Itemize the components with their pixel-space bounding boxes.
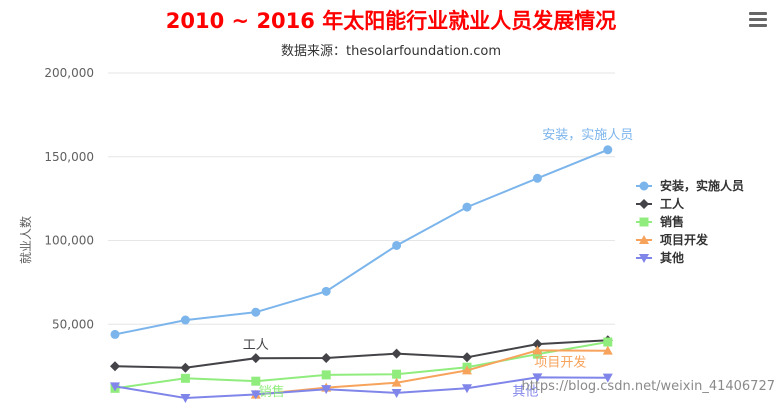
point-marker xyxy=(321,286,331,296)
y-axis-label: 就业人数 xyxy=(18,216,33,264)
point-marker xyxy=(110,361,120,372)
series-line xyxy=(114,148,609,336)
series-data-label: 工人 xyxy=(243,338,269,353)
legend-label: 工人 xyxy=(660,196,685,211)
y-axis-ticks: 50,000 100,000 150,000 200,000 xyxy=(44,66,94,331)
point-marker xyxy=(321,352,332,363)
series-data-label: 安装，实施人员 xyxy=(542,128,633,143)
series-1 xyxy=(110,335,613,373)
point-marker xyxy=(321,370,331,380)
legend-item[interactable]: 安装，实施人员 xyxy=(636,178,744,193)
point-marker xyxy=(250,390,261,400)
point-marker xyxy=(462,365,472,375)
point-marker xyxy=(532,339,543,350)
point-marker xyxy=(602,373,613,383)
series-line xyxy=(114,376,608,400)
point-marker xyxy=(392,240,402,250)
point-marker xyxy=(391,348,402,359)
y-tick-label: 200,000 xyxy=(44,66,94,80)
point-marker xyxy=(110,329,120,339)
menu-bar xyxy=(749,12,767,15)
point-marker xyxy=(639,254,649,263)
point-marker xyxy=(180,315,190,325)
point-marker xyxy=(639,181,649,191)
y-tick-label: 150,000 xyxy=(44,150,94,164)
point-marker xyxy=(391,377,402,387)
point-marker xyxy=(603,337,613,347)
series-data-label: 其他 xyxy=(512,384,538,399)
y-tick-label: 50,000 xyxy=(52,317,94,331)
watermark-text: https://blog.csdn.net/weixin_41406727 xyxy=(521,379,775,394)
point-marker xyxy=(251,307,261,317)
series-line xyxy=(114,341,608,390)
point-marker xyxy=(110,382,120,392)
legend-label: 安装，实施人员 xyxy=(660,178,744,193)
series-line xyxy=(255,349,608,396)
point-marker xyxy=(462,202,472,212)
grid-lines xyxy=(108,72,615,325)
chart-subtitle: 数据来源：thesolarfoundation.com xyxy=(281,44,501,59)
legend-item[interactable]: 销售 xyxy=(636,214,684,229)
point-marker xyxy=(532,173,542,183)
point-marker xyxy=(180,373,190,383)
point-marker xyxy=(462,384,472,394)
legend-label: 项目开发 xyxy=(660,232,709,247)
point-marker xyxy=(250,353,261,364)
menu-bar xyxy=(749,24,767,27)
hamburger-menu-icon[interactable] xyxy=(749,12,767,30)
legend-item[interactable]: 其他 xyxy=(636,250,684,265)
point-marker xyxy=(639,235,649,244)
series-data-label: 项目开发 xyxy=(534,354,586,370)
legend-item[interactable]: 工人 xyxy=(636,196,685,211)
point-marker xyxy=(180,394,191,404)
point-marker xyxy=(391,388,402,398)
legend-item[interactable]: 项目开发 xyxy=(636,232,709,247)
point-marker xyxy=(392,369,402,379)
point-marker xyxy=(321,385,332,395)
point-marker xyxy=(532,345,543,355)
legend-label: 销售 xyxy=(660,214,684,229)
series-4 xyxy=(110,373,613,404)
point-marker xyxy=(639,199,649,209)
point-marker xyxy=(602,345,613,355)
menu-bar xyxy=(749,18,767,21)
point-marker xyxy=(532,373,543,383)
chart-title: 2010 ~ 2016 年太阳能行业就业人员发展情况 xyxy=(166,9,616,33)
point-marker xyxy=(639,217,649,227)
series-0 xyxy=(110,145,613,339)
legend-label: 其他 xyxy=(660,250,684,265)
series-line xyxy=(114,339,608,369)
series-data-label: 销售 xyxy=(259,384,285,400)
point-marker xyxy=(180,362,191,373)
series-group xyxy=(110,145,613,404)
y-tick-label: 100,000 xyxy=(44,234,94,248)
point-marker xyxy=(603,145,613,155)
point-marker xyxy=(251,376,261,386)
point-marker xyxy=(462,352,472,363)
